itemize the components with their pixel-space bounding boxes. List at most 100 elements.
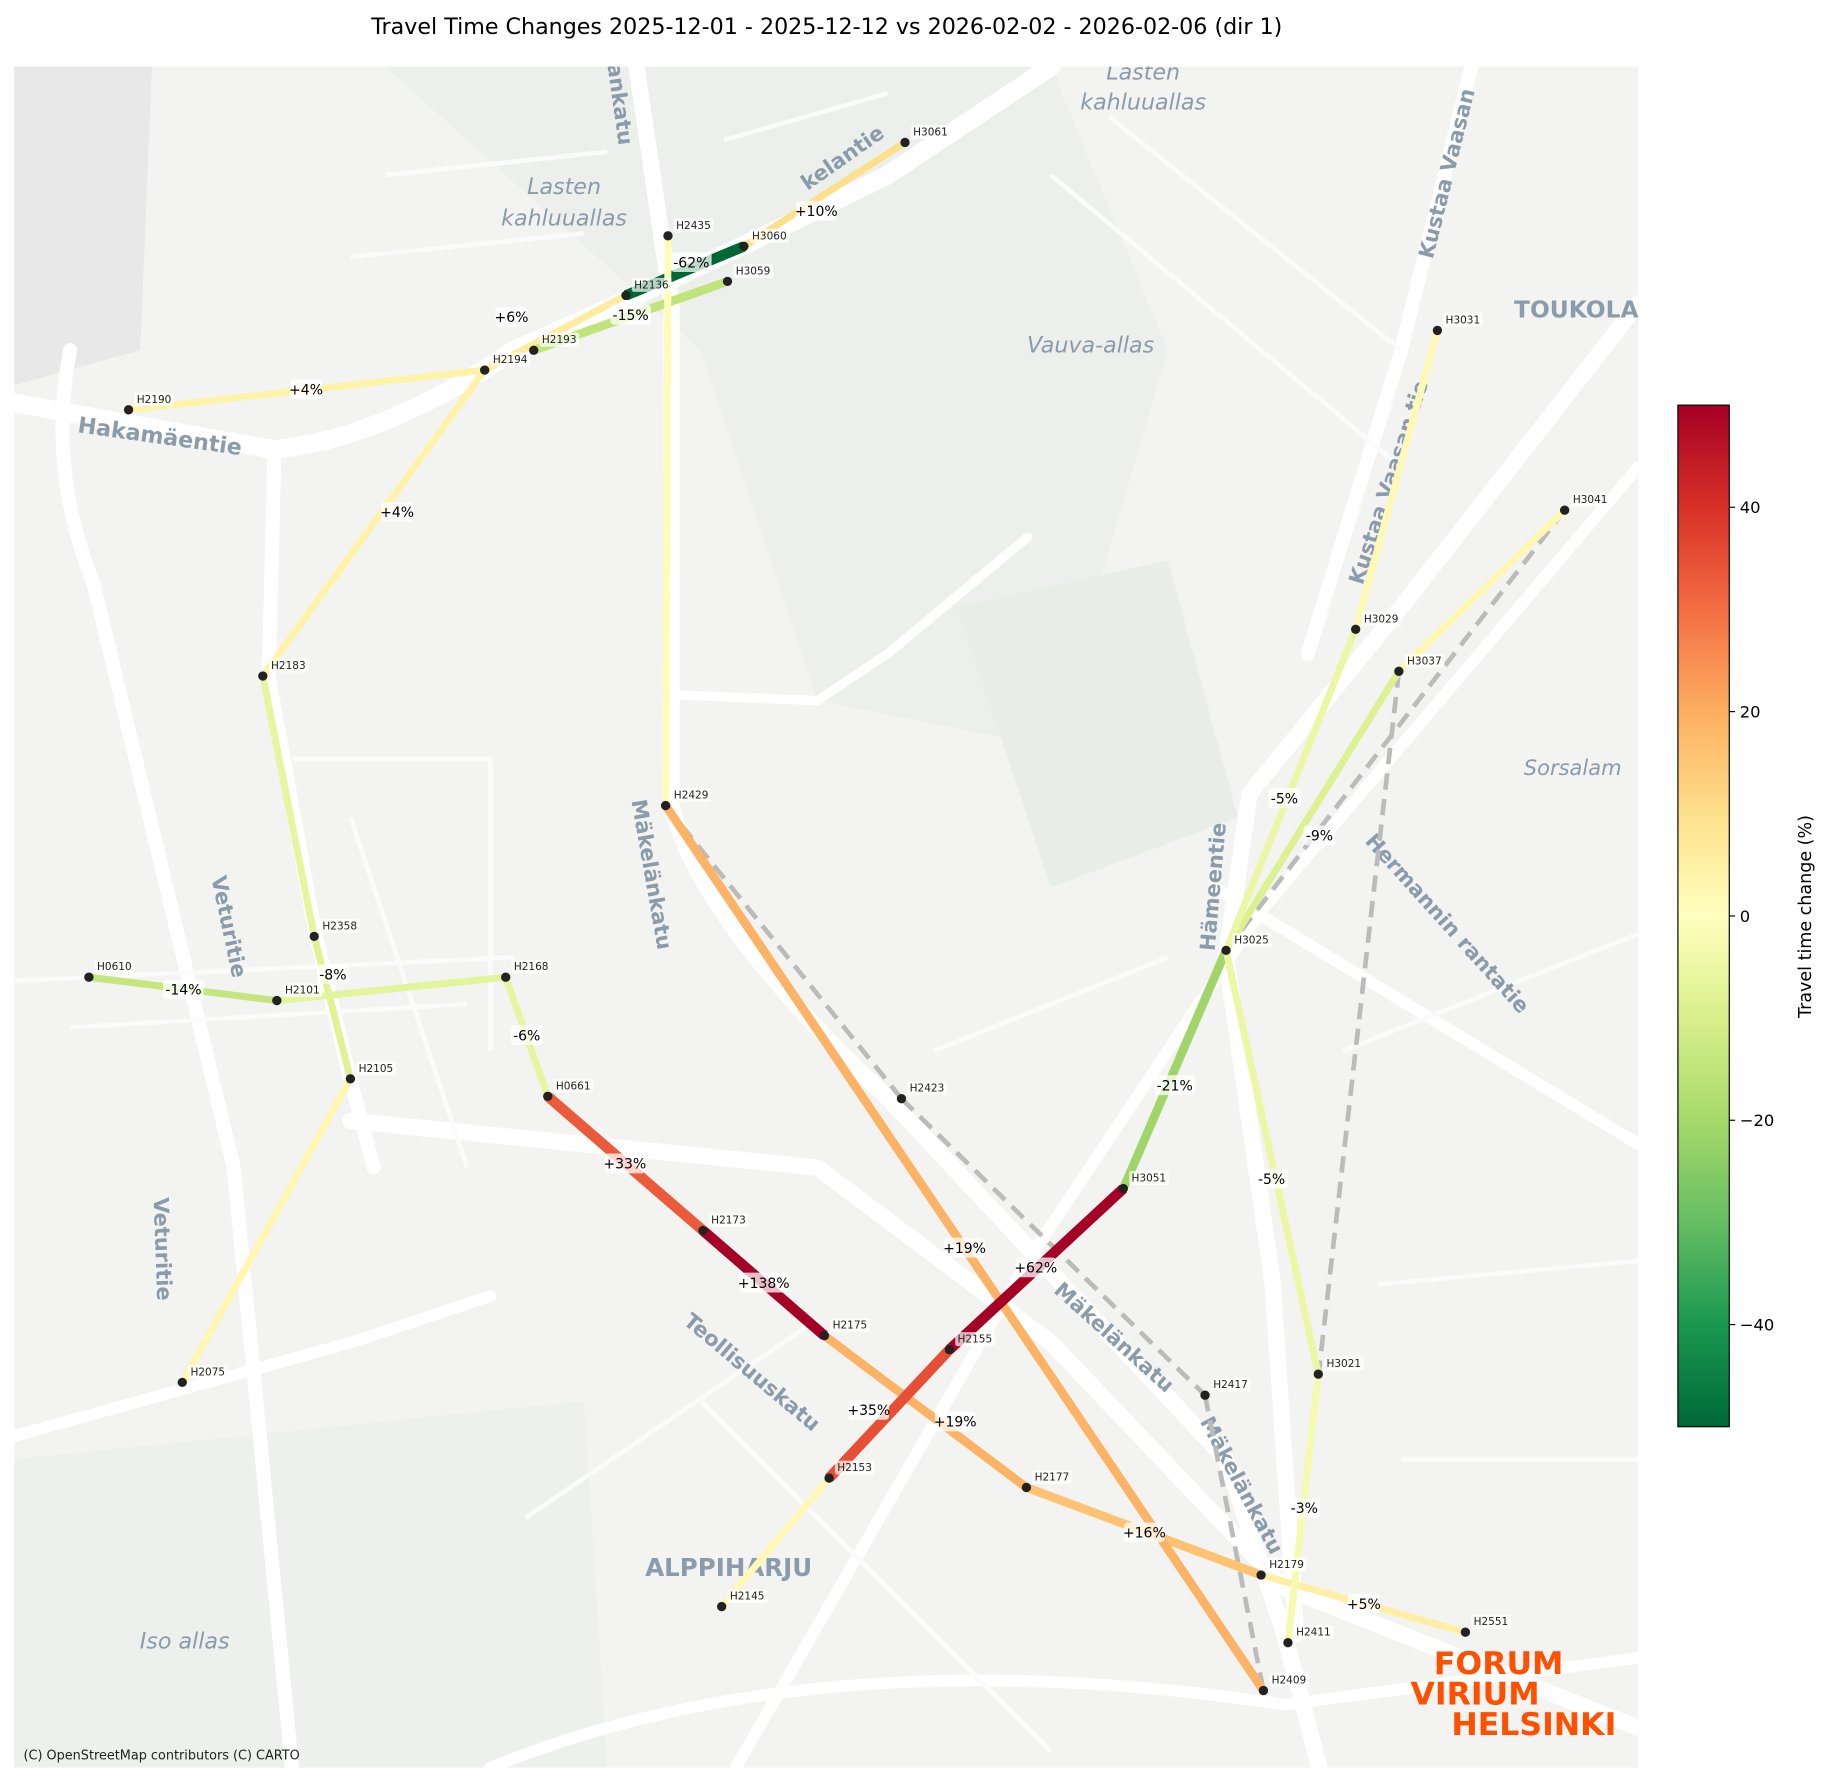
stop-marker[interactable]: H3061 xyxy=(900,124,951,148)
stop-dot[interactable] xyxy=(309,931,319,942)
stop-dot[interactable] xyxy=(258,671,268,681)
stop-dot[interactable] xyxy=(722,276,733,287)
stop-dot[interactable] xyxy=(1118,1183,1128,1194)
stop-dot[interactable] xyxy=(1283,1638,1293,1648)
segment-labels-layer: +4% +6% -15% -62% +10% +4% -8% -14% -6% +33% +138%… xyxy=(163,200,1381,1614)
stop-marker[interactable]: H2551 xyxy=(1460,1614,1511,1637)
stop-marker[interactable]: H2168 xyxy=(501,959,552,982)
stop-marker[interactable]: H0610 xyxy=(84,959,135,982)
segment-line[interactable] xyxy=(662,235,672,806)
stop-dot[interactable] xyxy=(1258,1685,1269,1696)
stop-marker[interactable]: H2409 xyxy=(1258,1673,1309,1696)
segment-line[interactable] xyxy=(260,368,488,679)
segment-line[interactable] xyxy=(1396,507,1568,674)
stop-marker[interactable]: H3037 xyxy=(1394,653,1445,677)
segment-line[interactable] xyxy=(179,1077,354,1385)
segment-label: -14% xyxy=(163,979,204,1000)
stop-marker[interactable]: H3059 xyxy=(722,263,774,287)
stop-id-label: H3031 xyxy=(1446,314,1481,326)
stop-marker[interactable]: H2435 xyxy=(663,218,714,241)
stop-marker[interactable]: H2417 xyxy=(1200,1377,1251,1400)
stop-marker[interactable]: H2183 xyxy=(258,658,309,681)
stop-dot[interactable] xyxy=(1559,505,1570,515)
stop-marker[interactable]: H2105 xyxy=(345,1061,396,1084)
stop-dot[interactable] xyxy=(621,290,631,301)
stop-id-label: H2153 xyxy=(837,1462,872,1474)
stop-dot[interactable] xyxy=(1350,624,1361,634)
stop-marker[interactable]: H2136 xyxy=(621,277,672,301)
stop-dot[interactable] xyxy=(177,1377,187,1388)
stop-marker[interactable]: H2358 xyxy=(309,918,360,942)
stop-dot[interactable] xyxy=(1021,1482,1032,1493)
segment-line[interactable] xyxy=(1222,949,1322,1375)
stop-marker[interactable]: H3021 xyxy=(1313,1356,1364,1379)
stop-dot[interactable] xyxy=(1394,666,1404,677)
stop-id-label: H2193 xyxy=(542,334,577,346)
stop-marker[interactable]: H2145 xyxy=(717,1589,768,1612)
stop-marker[interactable]: H2153 xyxy=(824,1460,875,1483)
stop-dot[interactable] xyxy=(1221,945,1231,956)
stop-marker[interactable]: H2193 xyxy=(529,332,580,355)
stop-marker[interactable]: H2411 xyxy=(1283,1625,1334,1648)
segment-line[interactable] xyxy=(825,1346,954,1482)
stop-dot[interactable] xyxy=(717,1601,727,1612)
stop-id-label: H2175 xyxy=(833,1320,868,1332)
stop-marker[interactable]: H2190 xyxy=(123,392,175,415)
stop-marker[interactable]: H2155 xyxy=(944,1332,995,1355)
stop-marker[interactable]: H3025 xyxy=(1221,932,1272,956)
stop-marker[interactable]: H2429 xyxy=(660,788,712,811)
stop-dot[interactable] xyxy=(529,345,539,355)
segment-label: -9% xyxy=(1303,825,1336,846)
stop-dot[interactable] xyxy=(84,972,94,982)
stop-dot[interactable] xyxy=(1256,1570,1266,1580)
stop-dot[interactable] xyxy=(660,800,671,811)
segment-line[interactable] xyxy=(1119,948,1231,1191)
stop-marker[interactable]: H0661 xyxy=(543,1078,594,1101)
stop-marker[interactable]: H3029 xyxy=(1350,611,1402,634)
stop-marker[interactable]: H3051 xyxy=(1118,1171,1169,1194)
stop-id-label: H2358 xyxy=(322,920,357,932)
segment-label-text: +19% xyxy=(943,1241,986,1257)
stop-marker[interactable]: H3031 xyxy=(1432,312,1483,336)
segment-label: +5% xyxy=(1347,1593,1381,1614)
segment-line[interactable] xyxy=(310,935,354,1080)
stop-marker[interactable]: H2423 xyxy=(896,1081,948,1104)
stop-dot[interactable] xyxy=(824,1473,834,1483)
segment-line[interactable] xyxy=(719,1475,832,1609)
stop-dot[interactable] xyxy=(944,1345,955,1355)
stop-marker[interactable]: H2175 xyxy=(819,1318,870,1341)
stop-dot[interactable] xyxy=(1313,1369,1323,1379)
segment-line[interactable] xyxy=(1223,669,1402,953)
stop-dot[interactable] xyxy=(272,995,282,1006)
segment-line[interactable] xyxy=(1352,329,1441,631)
segment-label: -5% xyxy=(1268,788,1301,808)
stop-marker[interactable]: H2101 xyxy=(272,983,323,1006)
stop-dot[interactable] xyxy=(900,137,910,148)
stop-marker[interactable]: H2194 xyxy=(480,352,531,375)
stop-dot[interactable] xyxy=(739,241,749,252)
stop-dot[interactable] xyxy=(663,231,673,241)
stop-dot[interactable] xyxy=(896,1093,907,1104)
stop-marker[interactable]: H2177 xyxy=(1021,1469,1072,1493)
stop-marker[interactable]: H2075 xyxy=(177,1364,228,1388)
stop-dot[interactable] xyxy=(345,1074,356,1084)
segment-line[interactable] xyxy=(821,1332,1030,1491)
stop-dot[interactable] xyxy=(819,1330,830,1341)
stop-dot[interactable] xyxy=(1460,1627,1471,1637)
map[interactable]: Lasten kahluuallas Lasten kahluuallas Va… xyxy=(14,59,1639,1768)
stop-dot[interactable] xyxy=(480,365,490,375)
segment-label: -21% xyxy=(1154,1075,1196,1096)
stop-marker[interactable]: H3041 xyxy=(1559,492,1611,515)
stop-dot[interactable] xyxy=(543,1091,553,1101)
stop-dot[interactable] xyxy=(501,972,511,982)
stop-dot[interactable] xyxy=(123,405,134,415)
stop-dot[interactable] xyxy=(1200,1390,1210,1400)
segment-label-text: +62% xyxy=(1014,1261,1057,1277)
stop-marker[interactable]: H3060 xyxy=(739,228,790,252)
forum-virium-logo: FORUM VIRIUM HELSINKI xyxy=(1411,1646,1617,1743)
stop-marker[interactable]: H2173 xyxy=(698,1213,749,1236)
stop-dot[interactable] xyxy=(698,1225,708,1236)
segment-line[interactable] xyxy=(259,675,318,938)
stop-marker[interactable]: H2179 xyxy=(1256,1557,1307,1580)
stop-dot[interactable] xyxy=(1432,325,1443,336)
